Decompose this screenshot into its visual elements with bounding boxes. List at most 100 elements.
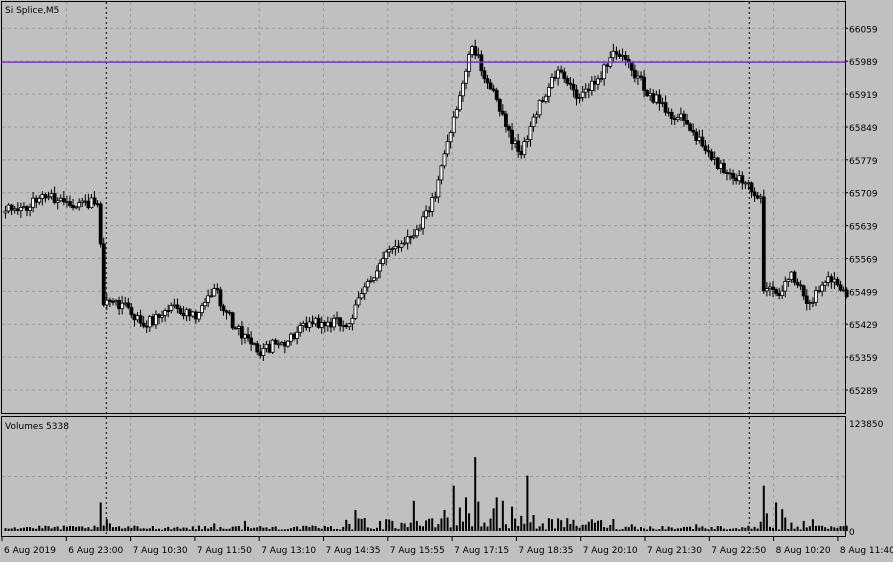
candle: [531, 113, 536, 132]
candle-body: [405, 236, 410, 244]
candle: [482, 67, 487, 84]
candle-body: [654, 94, 659, 103]
candle-body: [835, 278, 840, 286]
candle: [516, 133, 521, 158]
candle-body: [378, 263, 382, 272]
candle-body: [347, 323, 352, 328]
candle: [709, 148, 714, 162]
candle: [583, 83, 588, 99]
candle-body: [61, 197, 66, 203]
candle: [507, 124, 511, 138]
candle-body: [454, 109, 459, 118]
candle: [61, 190, 66, 206]
candle-body: [737, 175, 742, 182]
candle-body: [734, 177, 739, 182]
candle: [540, 96, 545, 103]
candle: [138, 309, 143, 328]
candle-body: [829, 276, 834, 283]
candle-body: [543, 95, 548, 102]
price-tick-label: 66059: [849, 25, 878, 35]
candle-body: [169, 305, 174, 311]
candle-body: [715, 157, 720, 169]
candle-body: [107, 299, 112, 302]
candle-body: [666, 111, 671, 114]
price-pane-frame: [1, 1, 846, 414]
candle-body: [728, 172, 732, 175]
candle: [580, 85, 585, 102]
candle-body: [267, 343, 272, 353]
period-separators: [105, 2, 750, 536]
candle: [761, 189, 766, 294]
candle-body: [359, 293, 364, 299]
candle-body: [639, 75, 643, 78]
candle-body: [571, 83, 576, 91]
candle-body: [832, 278, 837, 283]
candle: [71, 198, 75, 211]
candle: [316, 314, 321, 329]
candle-body: [703, 145, 708, 151]
candle: [264, 340, 269, 353]
candle: [752, 187, 757, 203]
candle-body: [46, 196, 51, 199]
candle: [184, 307, 189, 322]
candle-body: [252, 343, 257, 346]
candle: [559, 65, 564, 74]
candle: [461, 80, 465, 102]
candle: [43, 192, 48, 203]
candle-body: [721, 162, 726, 173]
candle-body: [712, 157, 717, 160]
candle: [488, 79, 493, 90]
candle-body: [322, 322, 327, 327]
candle-body: [457, 95, 462, 111]
candle: [252, 342, 257, 346]
candle-body: [37, 198, 42, 203]
candle-body: [792, 271, 797, 283]
candle: [467, 51, 471, 78]
candle: [838, 280, 843, 292]
candle-body: [224, 310, 229, 313]
candle: [307, 317, 312, 332]
candle: [163, 308, 168, 322]
candle-body: [758, 196, 763, 199]
candle-body: [203, 301, 207, 307]
candle: [227, 309, 232, 316]
candle: [688, 122, 693, 132]
candle-body: [688, 123, 693, 131]
candle: [571, 78, 576, 98]
time-tick-label: 7 Aug 22:50: [711, 546, 766, 556]
candle-body: [589, 80, 594, 91]
candle-body: [804, 295, 809, 304]
candle-body: [200, 305, 204, 314]
candle: [246, 327, 250, 342]
candle-body: [68, 201, 72, 206]
candle-body: [771, 286, 775, 290]
candle: [534, 111, 539, 124]
candle-body: [464, 70, 468, 84]
candle-body: [368, 279, 373, 282]
candle-body: [381, 258, 386, 264]
candle-body: [411, 235, 416, 238]
candle: [289, 332, 293, 346]
candle-body: [774, 289, 778, 294]
price-tick-label: 65919: [849, 91, 878, 101]
candle: [706, 144, 711, 158]
candle-body: [218, 289, 223, 307]
candle: [418, 223, 422, 232]
candle-body: [740, 175, 745, 184]
candle: [387, 245, 392, 258]
candle: [519, 145, 524, 159]
candle: [454, 106, 459, 119]
candle-body: [752, 191, 757, 197]
candle-body: [408, 236, 413, 239]
candle-body: [669, 111, 674, 119]
candle: [728, 168, 732, 181]
candle: [411, 228, 416, 240]
candle: [817, 285, 821, 294]
candle-body: [632, 69, 637, 79]
candle: [820, 281, 825, 297]
candle: [353, 299, 358, 320]
candle: [814, 286, 818, 307]
candle-body: [685, 119, 689, 125]
candle-body: [375, 270, 379, 279]
